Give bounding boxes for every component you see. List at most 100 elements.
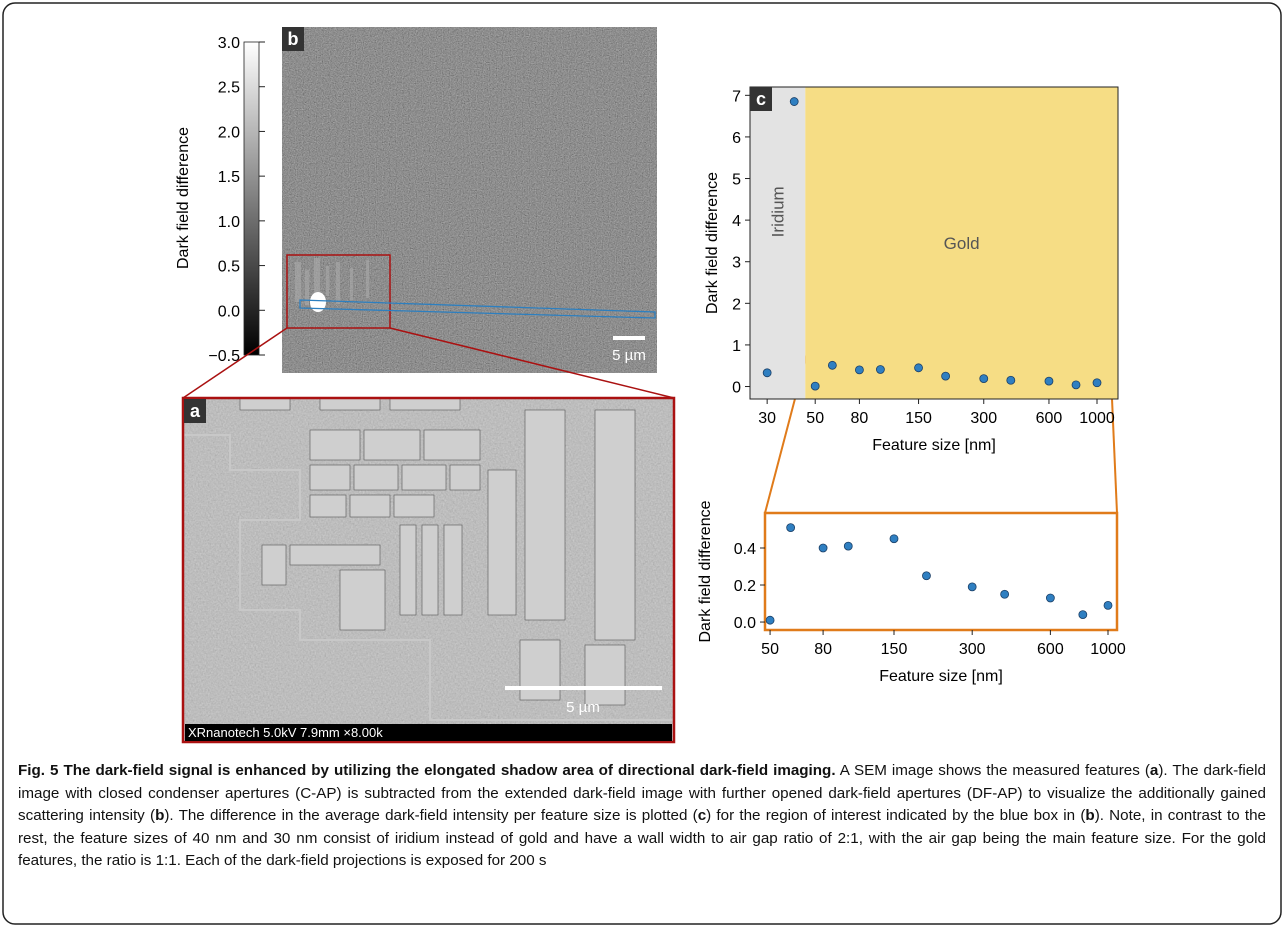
caption-text: ). The difference in the average dark-fi… <box>164 807 698 825</box>
x-tick-label: 600 <box>1037 641 1064 658</box>
point <box>765 615 775 625</box>
x-tick-label: 30 <box>758 410 776 427</box>
panel-b: b 5 µm <box>282 27 657 373</box>
plot-frame <box>763 511 1119 632</box>
sem-features <box>239 397 636 706</box>
letter-box <box>282 27 304 51</box>
colorbar-tick-label: 3.0 <box>218 35 240 52</box>
image-noise <box>282 27 657 373</box>
panel-letter: b <box>288 29 299 49</box>
point <box>786 523 796 533</box>
panel-a: XRnanotech 5.0kV 7.9mm ×8.00k 5 µm a <box>181 396 676 744</box>
point <box>889 534 899 544</box>
y-tick-label: 0.2 <box>734 578 756 595</box>
x-tick-label: 150 <box>905 410 932 427</box>
panel-letter: c <box>756 89 766 109</box>
x-tick-label: 80 <box>814 641 832 658</box>
point <box>810 381 820 391</box>
panel-border <box>181 396 676 744</box>
caption-text: b <box>155 807 165 825</box>
colorbar-tick-label: 0.5 <box>218 259 240 276</box>
caption-text: b <box>1085 807 1095 825</box>
point <box>818 543 828 553</box>
colorbar-ticks: 3.0 2.5 2.0 1.5 1.0 0.5 0.0 −0.5 <box>208 35 265 365</box>
region <box>805 87 1118 399</box>
x-tick-label: 600 <box>1036 410 1063 427</box>
x-tick-label: 1000 <box>1090 641 1126 658</box>
y-tick-label: 0 <box>732 380 741 397</box>
caption-text: c <box>697 807 707 825</box>
point <box>1000 589 1010 599</box>
y-tick-label: 0.0 <box>734 615 756 632</box>
x-tick-label: 300 <box>959 641 986 658</box>
x-axis-label: Feature size [nm] <box>872 437 996 454</box>
colorbar-tick-label: 0.0 <box>218 303 240 320</box>
point <box>979 374 989 384</box>
point <box>843 541 853 551</box>
point <box>762 368 772 378</box>
footer-bar <box>185 724 672 741</box>
connector <box>182 327 288 399</box>
caption-text: ). Note, in contrast to the rest, the fe… <box>18 807 1266 870</box>
point <box>827 360 837 370</box>
chart: Iridium Gold 30 50 80 150 300 600 1000 0 1 2 3 4 5 6 7 Fe… <box>704 86 1119 454</box>
point <box>1045 593 1055 603</box>
point <box>922 571 931 581</box>
caption-text: A SEM image shows the measured features … <box>835 762 1150 779</box>
x-tick-label: 50 <box>806 410 824 427</box>
point <box>914 363 923 373</box>
point <box>1103 600 1113 610</box>
charts: Iridium Gold 30 50 80 150 300 600 1000 0 1 2 3 4 5 6 7 Fe… <box>697 86 1126 685</box>
x-axis-label: Feature size [nm] <box>879 668 1003 685</box>
point <box>855 365 864 375</box>
sem-footer: XRnanotech 5.0kV 7.9mm ×8.00k <box>188 725 383 740</box>
colorbar-tick-label: 2.5 <box>218 80 240 97</box>
region <box>750 87 806 399</box>
bright-spot <box>310 292 326 312</box>
region-label: Gold <box>944 234 980 253</box>
colorbar-label: Dark field difference <box>175 127 192 269</box>
caption: Fig. 5 The dark-field signal is enhanced… <box>18 760 1266 873</box>
point <box>1071 380 1081 390</box>
y-axis-label: Dark field difference <box>697 500 714 642</box>
point <box>789 97 799 106</box>
point <box>1044 376 1054 386</box>
colorbar-tick-label: 1.5 <box>218 169 240 186</box>
caption-text: a <box>1149 762 1159 779</box>
y-tick-label: 6 <box>732 130 741 147</box>
panel-letter: a <box>190 401 201 421</box>
y-tick-label: 0.4 <box>734 541 756 558</box>
scale-label: 5 µm <box>612 347 646 364</box>
roi-red <box>286 254 391 329</box>
point <box>1092 378 1102 388</box>
x-tick-label: 300 <box>970 410 997 427</box>
colorbar-tick-label: 2.0 <box>218 124 240 141</box>
region-label: Iridium <box>769 186 788 237</box>
edge <box>184 434 674 721</box>
colorbar-tick-label: −0.5 <box>208 348 240 365</box>
y-tick-label: 1 <box>732 338 741 355</box>
connector <box>389 327 675 399</box>
caption-text: ). The dark-field image with closed cond… <box>18 762 1266 825</box>
letter-box <box>750 87 772 111</box>
roi-blue <box>299 299 656 319</box>
y-tick-label: 4 <box>732 213 741 230</box>
plot-frame <box>749 86 1119 400</box>
colorbar-tick-label: 1.0 <box>218 214 240 231</box>
point <box>1006 375 1016 385</box>
y-axis-label: Dark field difference <box>704 172 721 314</box>
x-tick-label: 150 <box>881 641 908 658</box>
scale-label: 5 µm <box>566 699 600 716</box>
letter-box <box>184 399 206 423</box>
point <box>876 365 885 374</box>
y-tick-label: 7 <box>732 88 741 105</box>
caption-text: ) for the region of interest indicated b… <box>706 807 1086 825</box>
y-tick-label: 5 <box>732 172 741 189</box>
point <box>941 371 951 381</box>
caption-title: Fig. 5 The dark-field signal is enhanced… <box>18 762 836 779</box>
point <box>1078 610 1088 620</box>
y-tick-label: 3 <box>732 255 741 272</box>
